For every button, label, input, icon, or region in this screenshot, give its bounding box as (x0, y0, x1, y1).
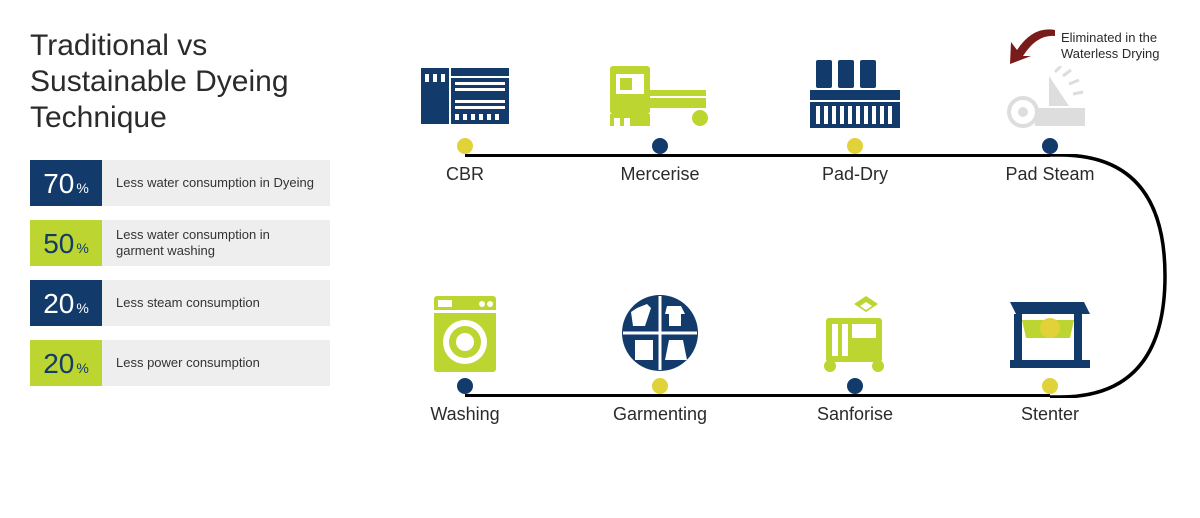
flow-dot (1042, 378, 1058, 394)
sanforise-icon (775, 290, 935, 372)
flow-label: Mercerise (580, 164, 740, 185)
stat-badge: 50 % (30, 220, 102, 266)
stat-badge: 70 % (30, 160, 102, 206)
flow-node-washing: Washing (385, 290, 545, 425)
stat-row: 20 % Less power consumption (30, 340, 330, 386)
flow-dot (457, 138, 473, 154)
stat-pct: % (76, 240, 88, 256)
stat-label: Less steam consumption (102, 280, 330, 326)
stat-row: 50 % Less water consumption in garment w… (30, 220, 330, 266)
flow-label: Pad-Dry (775, 164, 935, 185)
flow-line (465, 154, 1050, 157)
flow-dot (847, 138, 863, 154)
flow-node-sanforise: Sanforise (775, 290, 935, 425)
stat-pct: % (76, 360, 88, 376)
stat-value: 20 (43, 288, 74, 320)
process-flow: Eliminated in the Waterless Drying CBR (385, 50, 1165, 480)
flow-dot (457, 378, 473, 394)
flow-label: Garmenting (580, 404, 740, 425)
stats-panel: 70 % Less water consumption in Dyeing 50… (30, 160, 330, 400)
page-title: Traditional vs Sustainable Dyeing Techni… (30, 28, 289, 136)
stat-label: Less water consumption in garment washin… (102, 220, 330, 266)
flow-node-garmenting: Garmenting (580, 290, 740, 425)
title-line1: Traditional vs (30, 29, 207, 62)
padsteam-icon (970, 50, 1130, 132)
title-line2: Sustainable Dyeing (30, 65, 289, 98)
flow-dot (652, 378, 668, 394)
stat-label: Less water consumption in Dyeing (102, 160, 330, 206)
flow-node-cbr: CBR (385, 50, 545, 185)
mercerise-icon (580, 50, 740, 132)
flow-dot (652, 138, 668, 154)
stat-row: 20 % Less steam consumption (30, 280, 330, 326)
stat-pct: % (76, 180, 88, 196)
flow-node-paddry: Pad-Dry (775, 50, 935, 185)
flow-label: Sanforise (775, 404, 935, 425)
flow-line (465, 394, 1050, 397)
eliminated-line1: Eliminated in the (1061, 30, 1157, 45)
stat-row: 70 % Less water consumption in Dyeing (30, 160, 330, 206)
flow-label: Stenter (970, 404, 1130, 425)
stat-pct: % (76, 300, 88, 316)
paddry-icon (775, 50, 935, 132)
flow-dot (847, 378, 863, 394)
stat-value: 50 (43, 228, 74, 260)
washing-icon (385, 290, 545, 372)
flow-node-padsteam: Pad Steam (970, 50, 1130, 185)
stenter-icon (970, 290, 1130, 372)
garmenting-icon (580, 290, 740, 372)
cbr-icon (385, 50, 545, 132)
flow-dot (1042, 138, 1058, 154)
stat-badge: 20 % (30, 340, 102, 386)
flow-node-mercerise: Mercerise (580, 50, 740, 185)
stat-label: Less power consumption (102, 340, 330, 386)
flow-node-stenter: Stenter (970, 290, 1130, 425)
flow-label: CBR (385, 164, 545, 185)
stat-badge: 20 % (30, 280, 102, 326)
title-line3: Technique (30, 101, 167, 134)
stat-value: 20 (43, 348, 74, 380)
stat-value: 70 (43, 168, 74, 200)
flow-label: Washing (385, 404, 545, 425)
flow-label: Pad Steam (970, 164, 1130, 185)
